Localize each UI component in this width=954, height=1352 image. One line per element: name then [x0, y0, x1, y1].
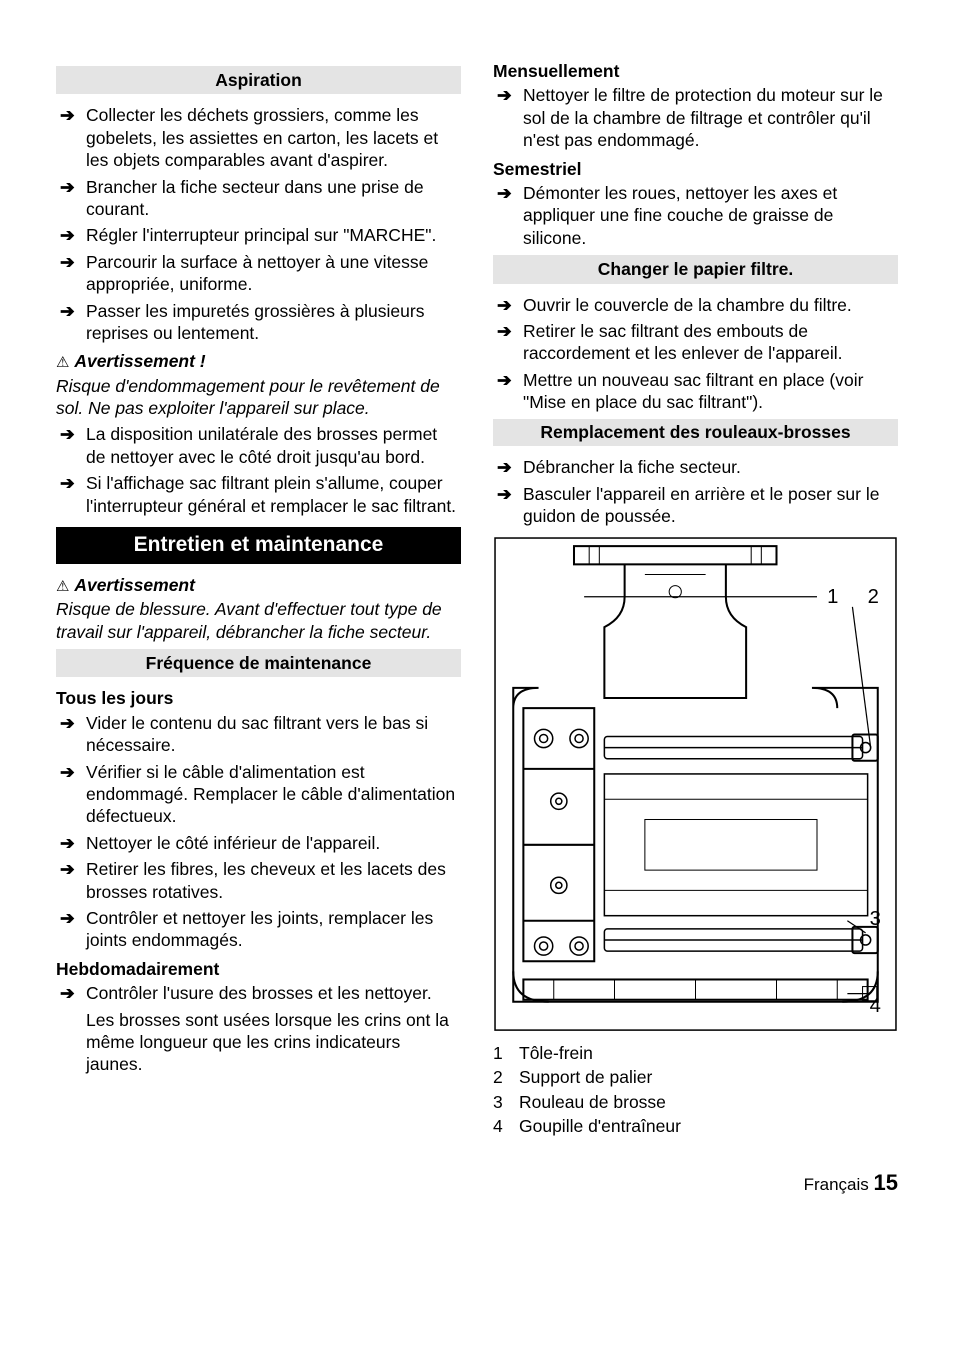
callout-2: 2 [868, 585, 879, 607]
semestrial-list: Démonter les roues, nettoyer les axes et… [493, 182, 898, 249]
legend-text: Support de palier [519, 1066, 652, 1088]
callout-1: 1 [827, 585, 838, 607]
callout-4: 4 [870, 995, 881, 1017]
footer-language: Français [804, 1175, 869, 1194]
list-item: Retirer les fibres, les cheveux et les l… [56, 858, 461, 903]
aspiration-heading: Aspiration [56, 66, 461, 94]
legend-row: 2 Support de palier [493, 1066, 898, 1088]
list-item: Basculer l'appareil en arrière et le pos… [493, 483, 898, 528]
list-item: Vérifier si le câble d'alimentation est … [56, 761, 461, 828]
warning-text: Risque d'endommagement pour le revêtemen… [56, 375, 461, 420]
footer-page-number: 15 [874, 1170, 898, 1195]
warning-icon: ⚠ [56, 354, 69, 371]
warning-icon: ⚠ [56, 578, 69, 595]
list-item: Passer les impuretés grossières à plusie… [56, 300, 461, 345]
legend-row: 4 Goupille d'entraîneur [493, 1115, 898, 1137]
monthly-heading: Mensuellement [493, 60, 898, 82]
roller-heading: Remplacement des rouleaux-brosses [493, 419, 898, 446]
daily-heading: Tous les jours [56, 687, 461, 709]
weekly-continuation: Les brosses sont usées lorsque les crins… [56, 1009, 461, 1076]
maintenance-heading: Entretien et maintenance [56, 527, 461, 564]
list-item: Vider le contenu du sac filtrant vers le… [56, 712, 461, 757]
callout-3: 3 [870, 907, 881, 929]
semestrial-heading: Semestriel [493, 158, 898, 180]
warning-line: ⚠ Avertissement [56, 574, 461, 596]
daily-list: Vider le contenu du sac filtrant vers le… [56, 712, 461, 952]
list-item: Si l'affichage sac filtrant plein s'allu… [56, 472, 461, 517]
warning-label: Avertissement ! [74, 351, 205, 371]
weekly-list: Contrôler l'usure des brosses et les net… [56, 982, 461, 1004]
list-item: Ouvrir le couvercle de la chambre du fil… [493, 294, 898, 316]
list-item: Nettoyer le filtre de protection du mote… [493, 84, 898, 151]
legend-text: Rouleau de brosse [519, 1091, 666, 1113]
list-item: Démonter les roues, nettoyer les axes et… [493, 182, 898, 249]
aspiration-list-2: La disposition unilatérale des brosses p… [56, 423, 461, 517]
page-footer: Français 15 [56, 1169, 898, 1197]
legend-num: 4 [493, 1115, 505, 1137]
list-item: Collecter les déchets grossiers, comme l… [56, 104, 461, 171]
list-item: Régler l'interrupteur principal sur "MAR… [56, 224, 461, 246]
aspiration-list: Collecter les déchets grossiers, comme l… [56, 104, 461, 344]
list-item: Mettre un nouveau sac filtrant en place … [493, 369, 898, 414]
warning-line: ⚠ Avertissement ! [56, 350, 461, 372]
weekly-heading: Hebdomadairement [56, 958, 461, 980]
legend-num: 1 [493, 1042, 505, 1064]
roller-list: Débrancher la fiche secteur. Basculer l'… [493, 456, 898, 527]
list-item: Parcourir la surface à nettoyer à une vi… [56, 251, 461, 296]
list-item: Retirer le sac filtrant des embouts de r… [493, 320, 898, 365]
list-item: La disposition unilatérale des brosses p… [56, 423, 461, 468]
legend-row: 3 Rouleau de brosse [493, 1091, 898, 1113]
list-item: Brancher la fiche secteur dans une prise… [56, 176, 461, 221]
filter-heading: Changer le papier filtre. [493, 255, 898, 283]
legend-row: 1 Tôle-frein [493, 1042, 898, 1064]
monthly-list: Nettoyer le filtre de protection du mote… [493, 84, 898, 151]
legend-text: Tôle-frein [519, 1042, 593, 1064]
legend-num: 2 [493, 1066, 505, 1088]
list-item: Contrôler l'usure des brosses et les net… [56, 982, 461, 1004]
filter-list: Ouvrir le couvercle de la chambre du fil… [493, 294, 898, 414]
legend-num: 3 [493, 1091, 505, 1113]
list-item: Débrancher la fiche secteur. [493, 456, 898, 478]
warning-text: Risque de blessure. Avant d'effectuer to… [56, 598, 461, 643]
frequency-heading: Fréquence de maintenance [56, 649, 461, 677]
legend-text: Goupille d'entraîneur [519, 1115, 681, 1137]
list-item: Contrôler et nettoyer les joints, rempla… [56, 907, 461, 952]
warning-label: Avertissement [74, 575, 195, 595]
list-item: Nettoyer le côté inférieur de l'appareil… [56, 832, 461, 854]
roller-diagram: 1 2 3 4 [493, 536, 898, 1032]
diagram-legend: 1 Tôle-frein 2 Support de palier 3 Roule… [493, 1042, 898, 1138]
